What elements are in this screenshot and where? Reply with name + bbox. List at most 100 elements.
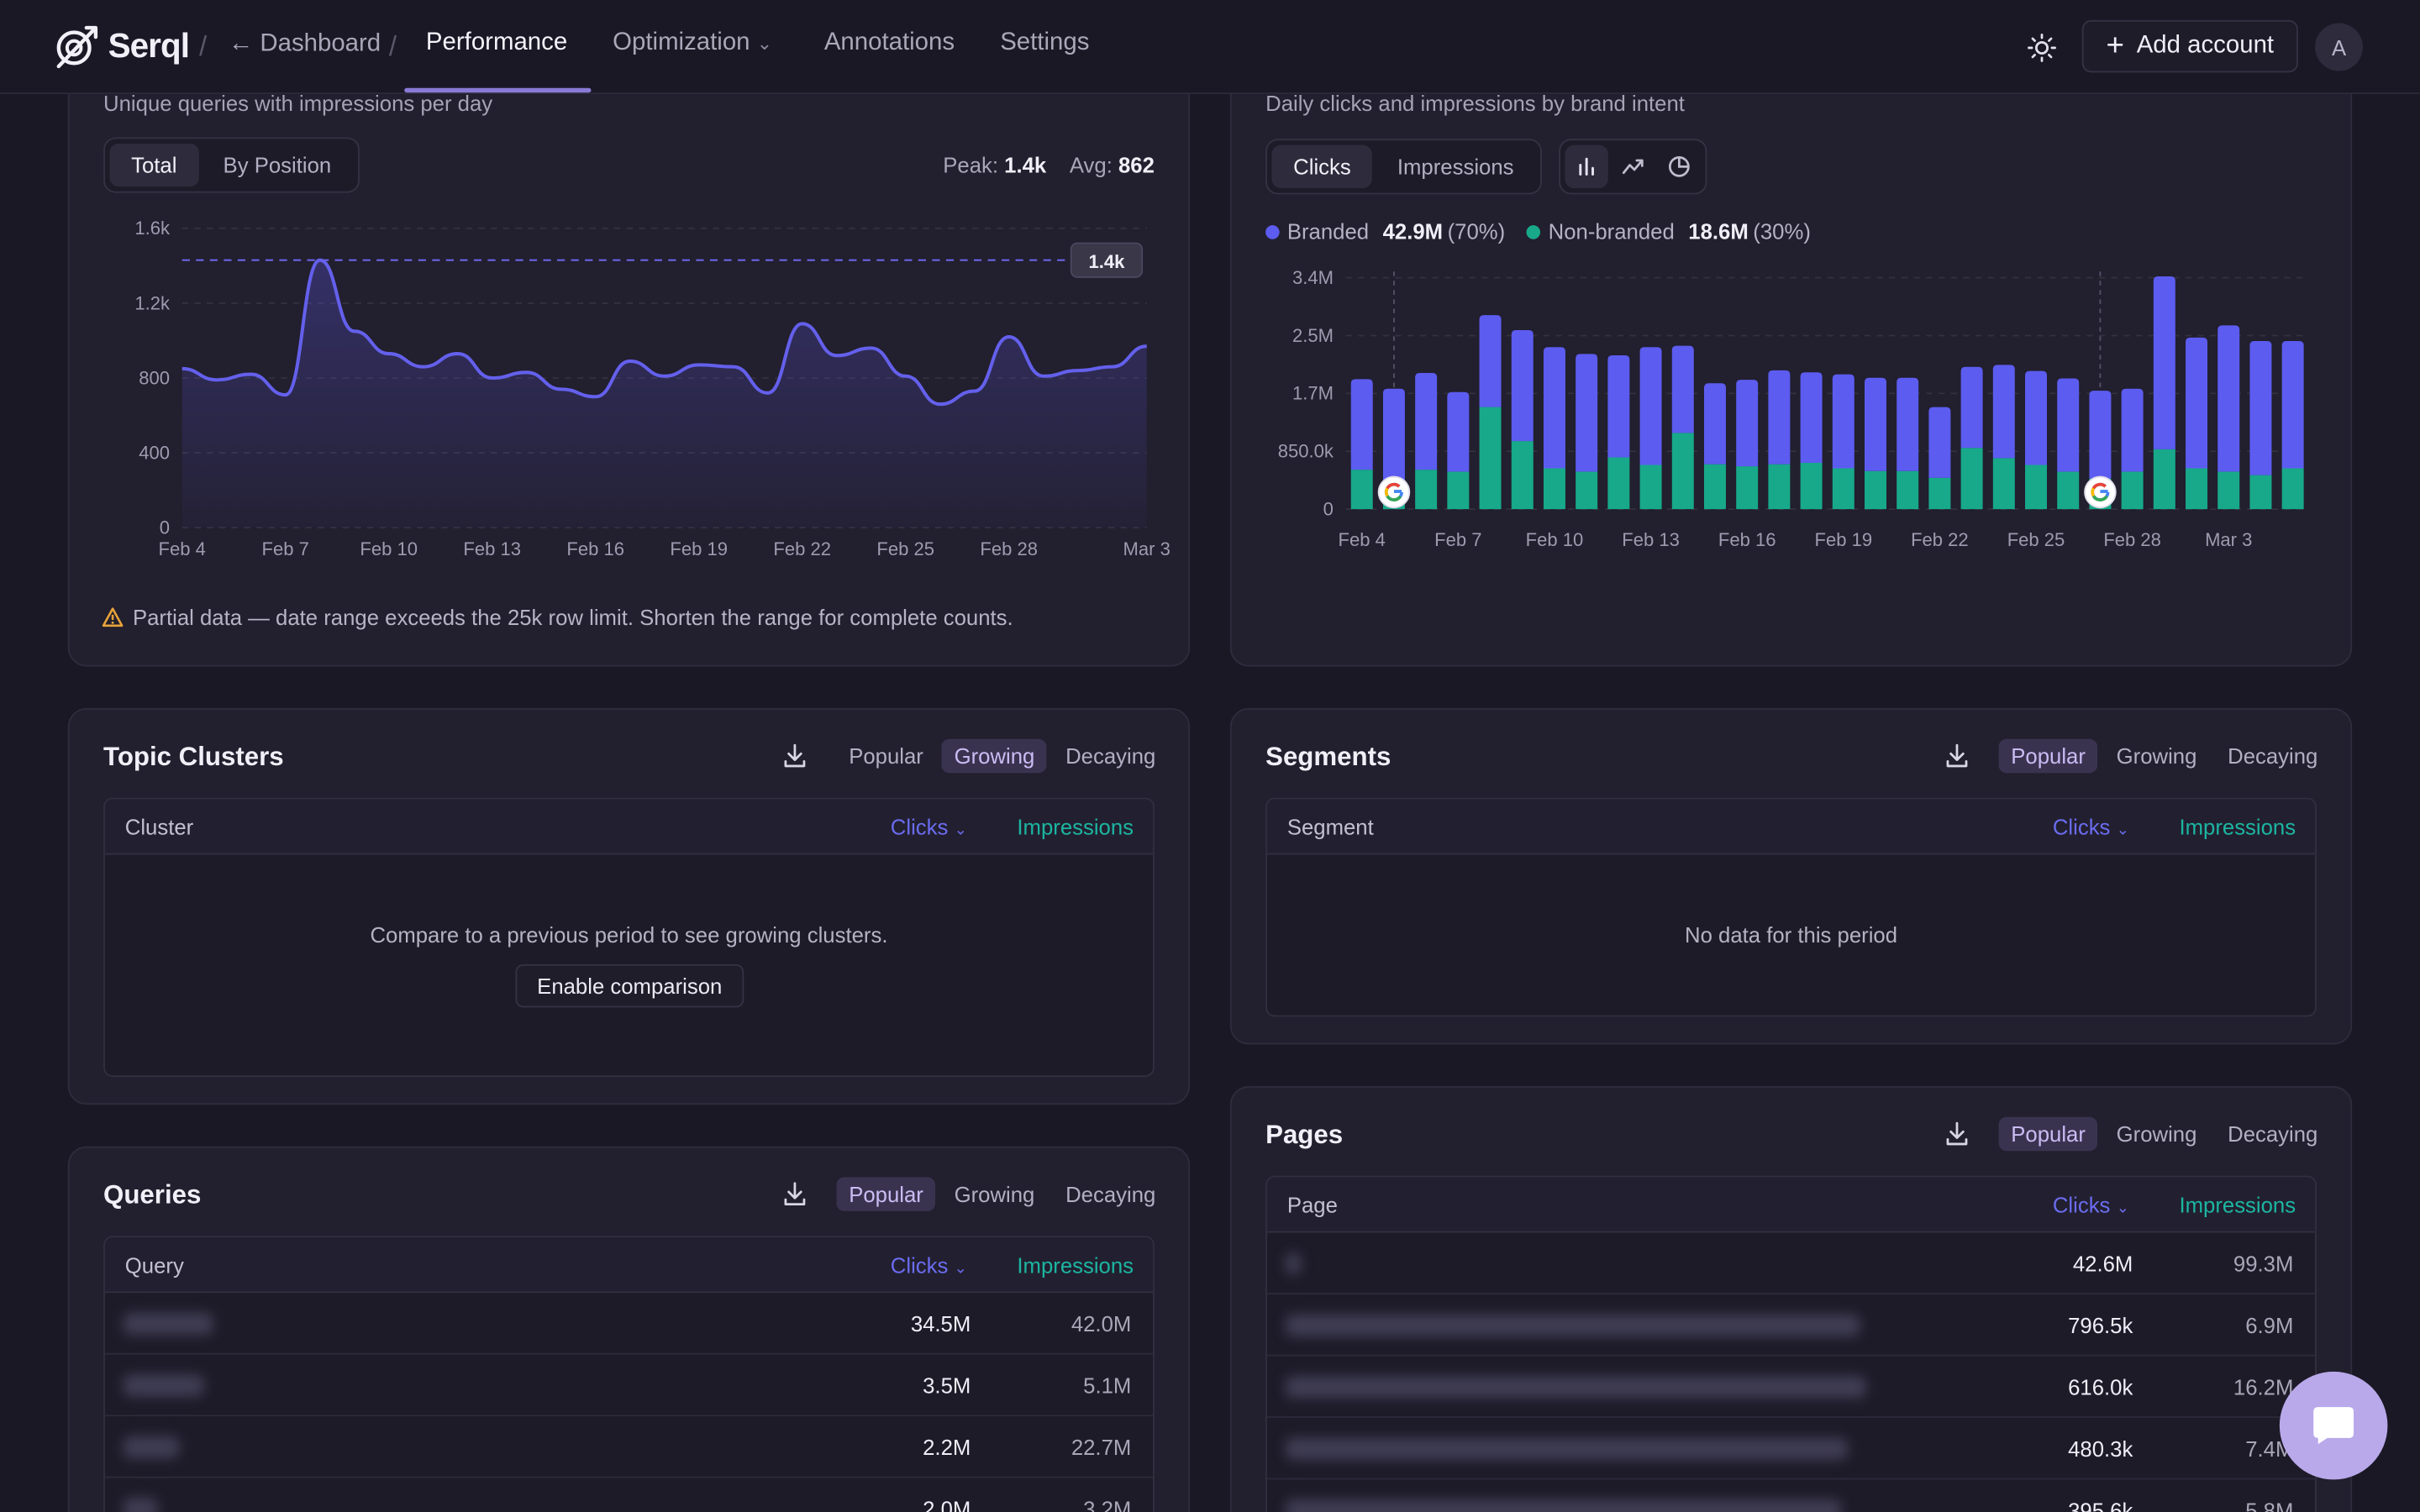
bar-non-branded [2249, 475, 2272, 510]
column-impressions[interactable]: Impressions [2179, 814, 2296, 840]
filter-popular[interactable]: Popular [849, 743, 923, 769]
download-icon[interactable] [781, 742, 808, 769]
column-cluster: Cluster [124, 814, 194, 840]
filter-growing[interactable]: Growing [954, 1181, 1035, 1207]
chart-type-toggle [1559, 139, 1707, 195]
filter-growing[interactable]: Growing [2116, 743, 2197, 769]
y-tick-label: 1.2k [134, 292, 171, 313]
column-clicks[interactable]: Clicks ⌄ [2052, 814, 2129, 840]
pages-filters: Popular Growing Decaying [1943, 1116, 2330, 1152]
segments-title: Segments [1265, 742, 1392, 772]
x-tick-label: Feb 16 [566, 538, 624, 559]
table-header: Cluster Clicks ⌄ Impressions [104, 799, 1154, 855]
tab-optimization[interactable]: Optimization ⌄ [613, 29, 773, 56]
segments-filters: Popular Growing Decaying [1943, 738, 2330, 774]
topic-clusters-table: Cluster Clicks ⌄ Impressions Compare to … [103, 797, 1155, 1078]
column-clicks[interactable]: Clicks ⌄ [2052, 1192, 2129, 1218]
redacted-page [1285, 1499, 1842, 1512]
column-impressions[interactable]: Impressions [1017, 1252, 1134, 1278]
y-tick-label: 0 [1323, 498, 1334, 519]
bar-branded [1607, 354, 1630, 458]
partial-data-warning: Partial data — date range exceeds the 25… [102, 605, 1013, 629]
table-row[interactable]: 616.0k 16.2M [1266, 1356, 2316, 1418]
filter-popular[interactable]: Popular [836, 1177, 936, 1211]
bar-branded [2153, 276, 2175, 449]
download-icon[interactable] [1943, 742, 1970, 769]
tab-settings[interactable]: Settings [1000, 29, 1090, 56]
sun-icon[interactable] [2027, 33, 2058, 64]
column-query: Query [124, 1252, 184, 1278]
filter-popular[interactable]: Popular [1998, 1116, 2098, 1152]
bar-branded [1703, 383, 1726, 465]
bar-chart-icon[interactable] [1565, 144, 1608, 189]
toggle-impressions[interactable]: Impressions [1397, 154, 1514, 180]
chevron-down-icon: ⌄ [2116, 1200, 2129, 1218]
line-chart-icon[interactable] [1612, 145, 1655, 188]
metric-toggle: Clicks Impressions [1265, 139, 1542, 195]
redacted-query [123, 1436, 180, 1458]
google-icon [2084, 475, 2117, 509]
filter-growing[interactable]: Growing [2116, 1121, 2197, 1147]
tab-performance[interactable]: Performance [425, 29, 568, 56]
download-icon[interactable] [781, 1180, 808, 1208]
table-row[interactable]: 3.5M 5.1M [104, 1355, 1154, 1417]
table-row[interactable]: 34.5M 42.0M [104, 1293, 1154, 1355]
download-icon[interactable] [1943, 1120, 1970, 1147]
logo[interactable]: Serql [52, 24, 190, 70]
branded-bar-chart: 0 850.0k 1.7M 2.5M 3.4M Feb 4 Feb 7 Feb 10 Feb 1… [1278, 267, 2309, 550]
table-row[interactable]: 42.6M 99.3M [1266, 1233, 2316, 1295]
bar-branded [1639, 347, 1662, 465]
table-row[interactable]: 796.5k 6.9M [1266, 1294, 2316, 1357]
column-clicks[interactable]: Clicks ⌄ [890, 1252, 967, 1278]
filter-popular[interactable]: Popular [1998, 738, 2098, 774]
toggle-by-position[interactable]: By Position [223, 152, 332, 178]
bar-branded [1832, 374, 1854, 469]
y-tick-label: 2.5M [1292, 325, 1334, 346]
topic-clusters-title: Topic Clusters [103, 742, 284, 772]
x-tick-label: Feb 7 [1434, 529, 1481, 550]
filter-decaying[interactable]: Decaying [2228, 1121, 2318, 1147]
bar-branded [1736, 380, 1759, 467]
y-tick-label: 1.7M [1292, 383, 1334, 404]
toggle-total[interactable]: Total [109, 143, 199, 187]
bar-non-branded [1992, 458, 2015, 510]
bar-branded [1768, 370, 1791, 465]
column-page: Page [1286, 1192, 1338, 1218]
column-impressions[interactable]: Impressions [2179, 1192, 2296, 1218]
area-fill [182, 260, 1147, 528]
filter-decaying[interactable]: Decaying [1065, 743, 1156, 769]
empty-state-message: No data for this period [1685, 922, 1898, 948]
toggle-clicks[interactable]: Clicks [1271, 144, 1373, 189]
filter-decaying[interactable]: Decaying [1065, 1181, 1156, 1207]
filter-decaying[interactable]: Decaying [2228, 743, 2318, 769]
back-to-dashboard-link[interactable]: ← Dashboard [228, 30, 381, 57]
x-tick-label: Feb 10 [360, 538, 418, 559]
avatar[interactable]: A [2315, 23, 2364, 71]
column-impressions[interactable]: Impressions [1017, 814, 1134, 840]
bar-branded [2281, 340, 2304, 469]
table-row[interactable]: 2.2M 22.7M [104, 1416, 1154, 1478]
nav-separator: / [198, 30, 208, 62]
add-account-button[interactable]: + Add account [2081, 19, 2298, 73]
table-row[interactable]: 2.0M 3.2M [105, 1478, 1153, 1512]
bar-non-branded [1479, 407, 1502, 510]
table-row[interactable]: 480.3k 7.4M [1266, 1418, 2316, 1480]
column-clicks[interactable]: Clicks ⌄ [890, 814, 967, 840]
bar-branded [1960, 366, 1983, 449]
google-icon [1377, 475, 1411, 509]
segments-table: Segment Clicks ⌄ Impressions No data for… [1265, 797, 2317, 1017]
bar-non-branded [1511, 441, 1534, 510]
bar-branded [1479, 315, 1502, 407]
chat-button[interactable] [2279, 1371, 2388, 1480]
plus-icon: + [2106, 29, 2125, 64]
enable-comparison-button[interactable]: Enable comparison [515, 963, 744, 1008]
chart-legend: Branded 42.9M (70%) Non-branded 18.6M (3… [1265, 219, 1811, 244]
series-line [182, 258, 1147, 407]
redacted-query [123, 1313, 213, 1335]
tab-annotations[interactable]: Annotations [823, 29, 955, 56]
filter-growing[interactable]: Growing [941, 738, 1048, 774]
table-row[interactable]: 395.6k 5.8M [1267, 1479, 2315, 1512]
pie-chart-icon[interactable] [1658, 145, 1701, 188]
x-tick-label: Feb 28 [2103, 529, 2161, 550]
bar-branded [1865, 377, 1886, 471]
